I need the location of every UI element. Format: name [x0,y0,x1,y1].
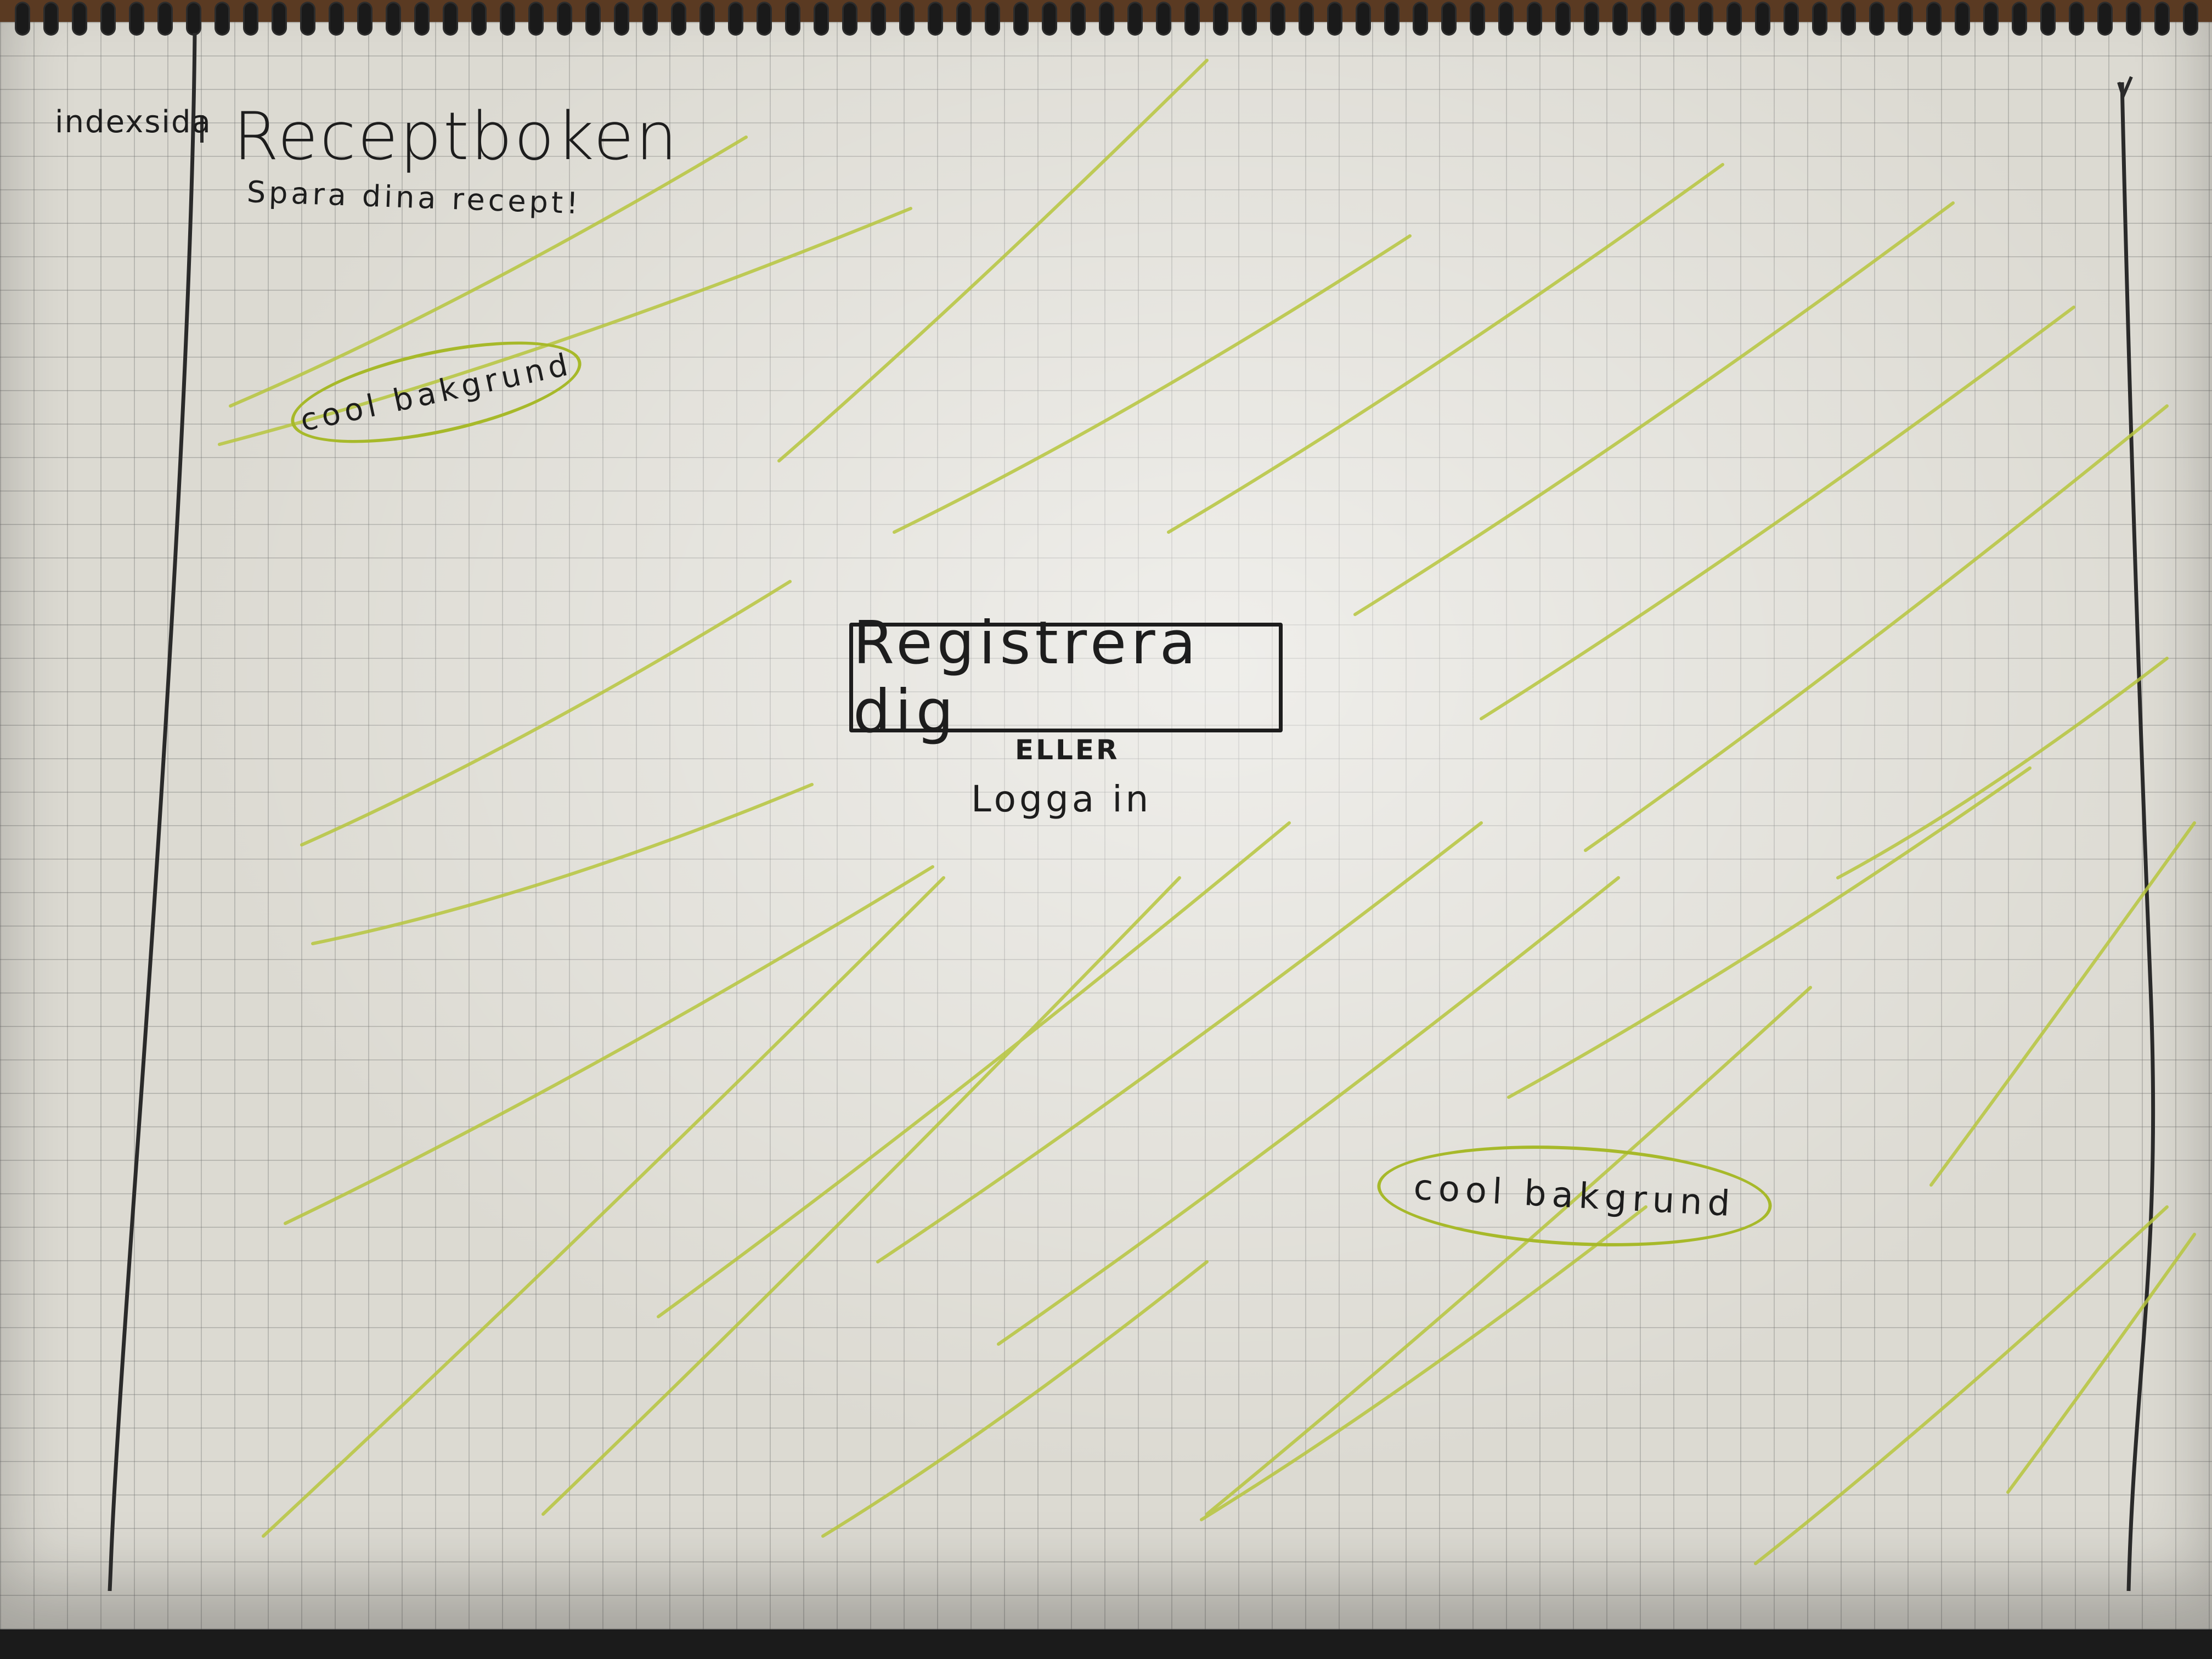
spiral-ring-icon [16,3,29,34]
spiral-ring-icon [1643,3,1655,34]
spiral-ring-icon [673,3,685,34]
spiral-ring-icon [1471,3,1483,34]
spiral-ring-icon [45,3,57,34]
spiral-ring-icon [74,3,86,34]
spiral-ring-icon [1043,3,1056,34]
spiral-ring-icon [131,3,143,34]
spiral-ring-icon [330,3,342,34]
spiral-ring-icon [1728,3,1740,34]
spiral-ring-icon [1158,3,1170,34]
spiral-ring-icon [1129,3,1141,34]
spiral-ring-icon [302,3,314,34]
spiral-ring-icon [359,3,371,34]
spiral-binding-icon [0,0,2212,49]
register-button[interactable]: Registrera dig [849,609,1283,746]
spiral-ring-icon [1700,3,1712,34]
spiral-ring-icon [273,3,285,34]
spiral-ring-icon [986,3,998,34]
spiral-ring-icon [216,3,228,34]
spiral-ring-icon [872,3,884,34]
spiral-ring-icon [587,3,599,34]
spiral-ring-icon [444,3,456,34]
spiral-ring-icon [1215,3,1227,34]
spiral-ring-icon [844,3,856,34]
spiral-ring-icon [730,3,742,34]
spiral-ring-icon [1186,3,1198,34]
spiral-ring-icon [1414,3,1426,34]
or-separator: ELLER [1015,734,1120,766]
spiral-ring-icon [1443,3,1455,34]
spiral-ring-icon [1300,3,1312,34]
spiral-ring-icon [1329,3,1341,34]
spiral-ring-icon [815,3,827,34]
spiral-ring-icon [1015,3,1027,34]
spiral-ring-icon [958,3,970,34]
page-label: indexsida [55,104,212,140]
spiral-ring-icon [245,3,257,34]
table-edge [0,1629,2212,1659]
spiral-ring-icon [1386,3,1398,34]
spiral-ring-icon [416,3,428,34]
spiral-ring-icon [1072,3,1084,34]
spiral-ring-icon [1785,3,1797,34]
spiral-ring-icon [188,3,200,34]
spiral-ring-icon [1500,3,1512,34]
spiral-ring-icon [1671,3,1683,34]
spiral-ring-icon [2099,3,2111,34]
spiral-ring-icon [616,3,628,34]
spiral-ring-icon [2185,3,2197,34]
spiral-ring-icon [929,3,941,34]
spiral-ring-icon [2042,3,2054,34]
spiral-ring-icon [387,3,399,34]
spiral-ring-icon [644,3,656,34]
spiral-ring-icon [1585,3,1598,34]
spiral-ring-icon [1272,3,1284,34]
spiral-ring-icon [1985,3,1997,34]
spiral-ring-icon [1528,3,1541,34]
spiral-ring-icon [1101,3,1113,34]
spiral-ring-icon [558,3,571,34]
spiral-ring-icon [2128,3,2140,34]
spiral-ring-icon [1956,3,1968,34]
spiral-ring-icon [2156,3,2168,34]
spiral-ring-icon [530,3,542,34]
spiral-ring-icon [1814,3,1826,34]
spiral-ring-icon [102,3,114,34]
spiral-ring-icon [1357,3,1369,34]
spiral-ring-icon [1243,3,1255,34]
spiral-ring-icon [1757,3,1769,34]
spiral-ring-icon [787,3,799,34]
spiral-ring-icon [1871,3,1883,34]
spiral-ring-icon [701,3,713,34]
spiral-ring-icon [2013,3,2025,34]
spiral-ring-icon [473,3,485,34]
spiral-ring-icon [2070,3,2083,34]
spiral-ring-icon [1614,3,1626,34]
spiral-ring-icon [1842,3,1854,34]
grid-paper [0,22,2212,1629]
app-title: Receptboken [233,99,679,175]
spiral-ring-icon [1557,3,1569,34]
login-link[interactable]: Logga in [971,778,1152,820]
spiral-ring-icon [901,3,913,34]
spiral-ring-icon [1899,3,1911,34]
background-note-text: cool bakgrund [1412,1167,1737,1225]
spiral-ring-icon [758,3,770,34]
spiral-ring-icon [501,3,514,34]
register-button-label: Registrera dig [853,609,1200,746]
spiral-ring-icon [159,3,171,34]
spiral-ring-icon [1928,3,1940,34]
